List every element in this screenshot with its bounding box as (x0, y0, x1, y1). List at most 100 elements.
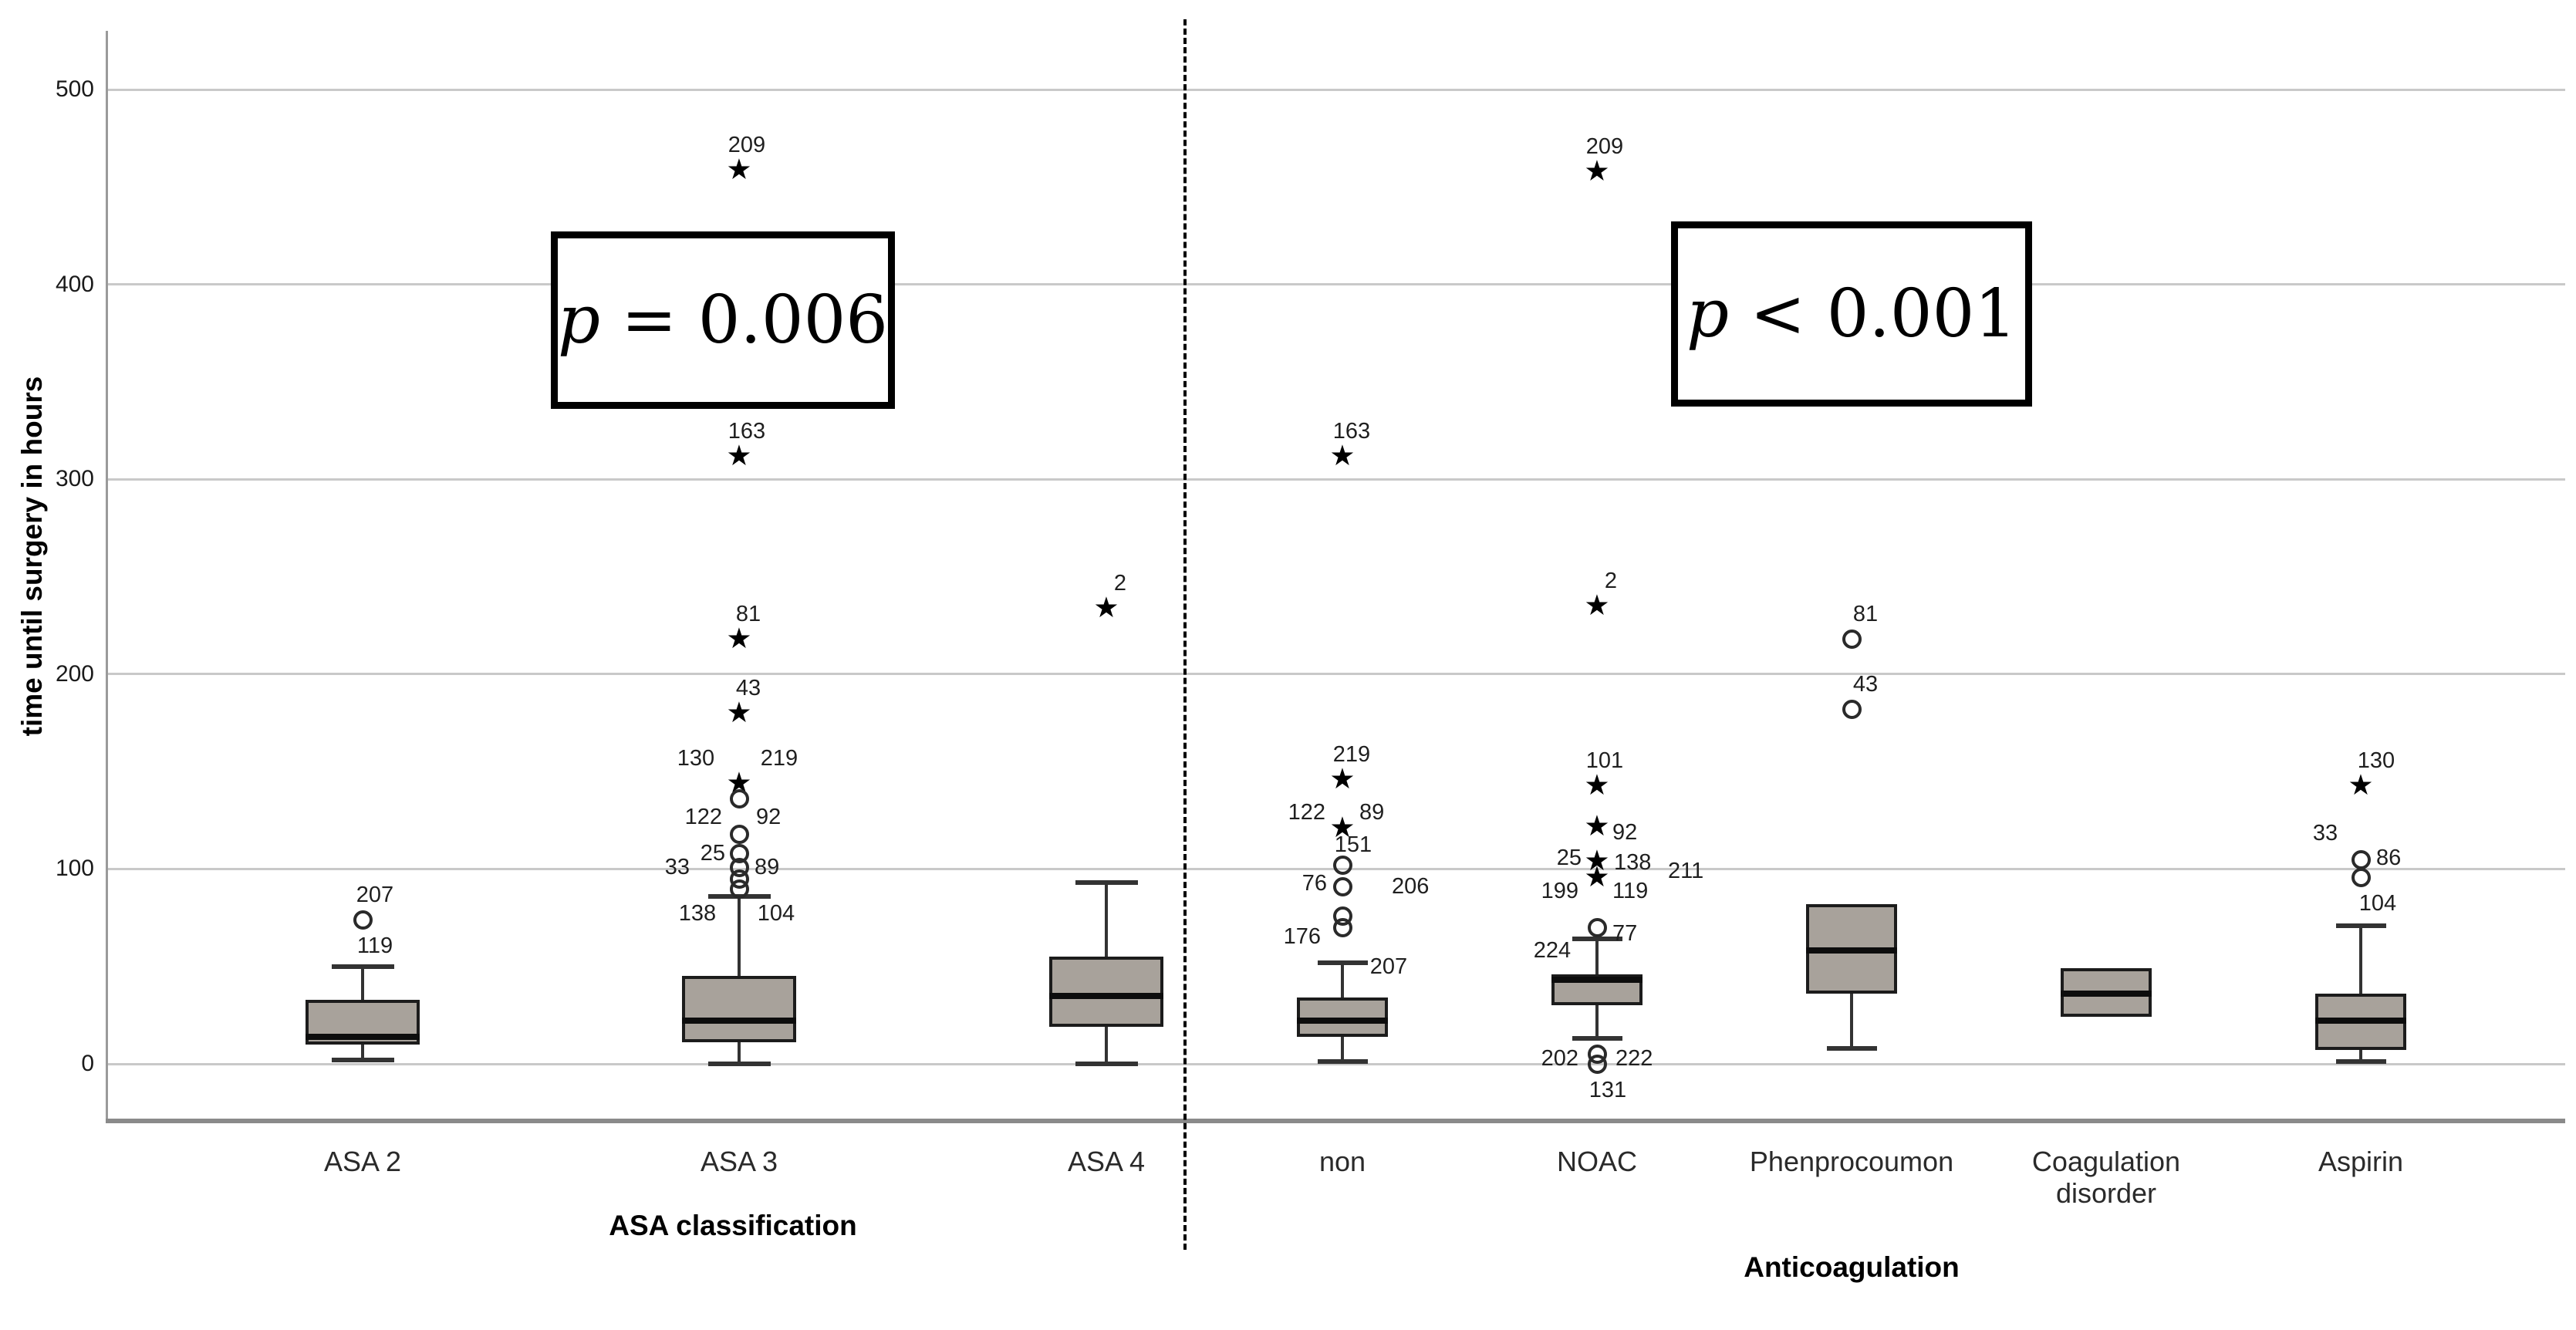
outlier-star-marker: ★ (2348, 768, 2374, 801)
outlier-case-label: 86 (2376, 845, 2402, 870)
outlier-case-label: 104 (757, 901, 795, 927)
y-tick-label: 300 (55, 466, 94, 492)
whisker-line-upper (1105, 883, 1108, 957)
outlier-case-label: 207 (356, 883, 394, 908)
outlier-case-label: 207 (1369, 954, 1408, 979)
outlier-case-label: 119 (1612, 878, 1649, 903)
outlier-star-marker: ★ (726, 439, 752, 471)
p-value-box-asa: p = 0.006 (551, 231, 895, 409)
outlier-star-marker: ★ (726, 153, 752, 185)
whisker-cap-lower (707, 1062, 771, 1066)
outlier-case-label: 77 (1612, 921, 1638, 947)
p-value-box-anticoagulation: p < 0.001 (1671, 221, 2032, 407)
outlier-case-label: 209 (1585, 134, 1624, 160)
whisker-line-lower (1105, 1027, 1108, 1064)
category-label: ASA 2 (323, 1146, 402, 1177)
whisker-cap-upper (1075, 880, 1138, 886)
outlier-case-label: 130 (2357, 748, 2395, 773)
outlier-case-label: 206 (1392, 874, 1430, 900)
p-value-text-asa: p = 0.006 (558, 282, 888, 359)
outlier-case-label: 76 (1302, 871, 1327, 896)
whisker-line-lower (361, 1044, 364, 1060)
outlier-case-label: 130 (677, 746, 715, 771)
outlier-circle-marker (353, 910, 373, 930)
whisker-line-upper (1595, 939, 1599, 974)
whisker-cap-lower (1317, 1059, 1368, 1065)
outlier-case-label: 81 (735, 602, 761, 627)
outlier-case-label: 43 (1852, 672, 1879, 697)
whisker-cap-upper (1317, 960, 1368, 965)
outlier-case-label: 222 (1615, 1046, 1653, 1072)
outlier-case-label: 209 (728, 132, 766, 157)
outlier-case-label: 92 (756, 804, 782, 829)
outlier-circle-marker (2351, 867, 2371, 887)
y-tick-label: 0 (81, 1051, 94, 1076)
outlier-case-label: 81 (1852, 602, 1879, 627)
gridline-200 (106, 673, 2565, 676)
outlier-case-label: 211 (1668, 858, 1704, 883)
gridline-500 (106, 88, 2565, 91)
outlier-case-label: 219 (760, 746, 798, 771)
outlier-circle-marker (1842, 630, 1862, 650)
outlier-case-label: 33 (664, 854, 690, 879)
category-label: ASA 4 (1067, 1146, 1146, 1177)
gridline-400 (106, 283, 2565, 286)
outlier-case-label: 25 (700, 841, 725, 866)
median-line (1049, 992, 1163, 999)
whisker-cap-lower (331, 1057, 394, 1062)
whisker-line-upper (738, 896, 741, 977)
outlier-circle-marker (1588, 918, 1607, 938)
median-line (1551, 977, 1642, 984)
outlier-case-label: 92 (1612, 819, 1638, 845)
outlier-case-label: 163 (728, 418, 766, 444)
x-axis-line (106, 1119, 2565, 1123)
outlier-star-marker: ★ (1584, 809, 1610, 842)
outlier-star-marker: ★ (1584, 155, 1610, 187)
whisker-line-lower (738, 1042, 741, 1064)
outlier-circle-marker (1588, 1055, 1607, 1074)
whisker-line-upper (2359, 925, 2362, 994)
outlier-case-label: 202 (1541, 1046, 1578, 1072)
category-label: Phenprocoumon (1749, 1146, 1954, 1177)
outlier-case-label: 131 (1588, 1078, 1627, 1102)
y-tick-label: 400 (55, 271, 94, 297)
whisker-cap-upper (1572, 937, 1622, 942)
category-label: Aspirin (2318, 1146, 2404, 1177)
outlier-case-label: 2 (1604, 569, 1618, 594)
outlier-case-label: 176 (1283, 924, 1321, 950)
outlier-case-label: 25 (1556, 846, 1582, 871)
outlier-circle-marker (1333, 877, 1352, 897)
median-line (2061, 991, 2152, 998)
outlier-star-marker: ★ (1329, 439, 1356, 471)
y-tick-label: 100 (55, 856, 94, 882)
box-iqr (682, 976, 796, 1043)
outlier-case-label: 104 (2358, 890, 2397, 916)
outlier-star-marker: ★ (1584, 589, 1610, 622)
outlier-case-label: 219 (1332, 742, 1371, 768)
median-line (2315, 1018, 2406, 1025)
outlier-star-marker: ★ (1584, 860, 1610, 893)
category-label: NOAC (1556, 1146, 1637, 1177)
outlier-case-label: 2 (1113, 570, 1127, 596)
box-iqr (1297, 998, 1388, 1037)
outlier-case-label: 43 (735, 676, 761, 701)
outlier-case-label: 33 (2312, 820, 2338, 846)
outlier-circle-marker (2351, 849, 2371, 869)
whisker-cap-upper (331, 964, 394, 969)
category-label: Coagulation disorder (2031, 1146, 2181, 1210)
whisker-line-lower (1341, 1036, 1344, 1062)
median-line (1297, 1018, 1388, 1025)
panel-divider (1183, 19, 1187, 1250)
outlier-case-label: 119 (356, 933, 393, 959)
y-axis-line (106, 31, 108, 1119)
x-axis-title-anticoagulation: Anticoagulation (1744, 1251, 1960, 1283)
outlier-star-marker: ★ (1329, 763, 1356, 795)
x-axis-title-asa-classification: ASA classification (609, 1210, 857, 1241)
category-label: non (1318, 1146, 1366, 1177)
outlier-circle-marker (730, 789, 749, 809)
whisker-cap-lower (2335, 1059, 2386, 1065)
median-line (306, 1033, 420, 1040)
outlier-circle-marker (1333, 856, 1352, 876)
whisker-line-lower (2359, 1050, 2362, 1062)
